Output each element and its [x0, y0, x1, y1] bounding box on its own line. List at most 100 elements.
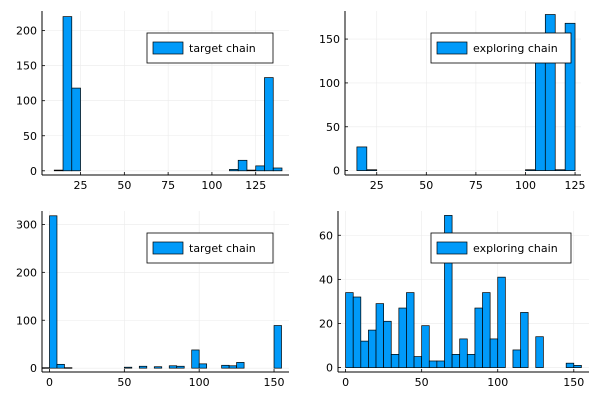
- histogram-bar: [413, 356, 423, 368]
- histogram-bar: [255, 165, 265, 172]
- histogram-bar: [49, 215, 58, 369]
- panel-target-chain-top: 25 50 75 100 125 0 50 100 150 200 target chain: [16, 11, 289, 192]
- histogram-bar: [444, 215, 453, 368]
- y-tick-label: 200: [16, 25, 37, 38]
- histogram-bar: [366, 169, 378, 171]
- histogram-bar: [436, 360, 445, 368]
- y-tick-label: 150: [319, 33, 340, 46]
- histogram-bar: [53, 169, 64, 172]
- legend-box: [430, 232, 572, 264]
- x-tick-label: 0: [342, 376, 349, 389]
- legend-label: target chain: [189, 242, 256, 255]
- histogram-bar: [565, 362, 575, 368]
- panel-target-chain-bottom: 0 50 100 150 0 100 200 300 target chain: [16, 211, 289, 389]
- x-tick-label: 50: [419, 179, 433, 192]
- histogram-bar: [520, 312, 529, 368]
- legend: exploring chain: [430, 232, 572, 264]
- histogram-bar: [360, 340, 369, 368]
- histogram-bar: [512, 349, 521, 368]
- panel-exploring-chain-bottom: 0 50 100 150 0 20 40 60 exploring chain: [319, 211, 589, 389]
- histogram-bar: [406, 292, 415, 368]
- histogram-bar: [62, 16, 73, 172]
- histogram-bar: [168, 365, 178, 369]
- histogram-bar: [56, 363, 65, 369]
- histogram-bar: [228, 365, 237, 369]
- legend: target chain: [146, 32, 274, 64]
- x-tick-label: 125: [245, 179, 266, 192]
- y-tick-label: 100: [16, 314, 37, 327]
- legend-label: exploring chain: [473, 42, 558, 55]
- histogram-bar: [352, 296, 362, 368]
- legend: target chain: [146, 232, 274, 264]
- x-tick-label: 100: [189, 376, 210, 389]
- histogram-bar: [153, 366, 163, 369]
- x-tick-label: 50: [117, 376, 131, 389]
- histogram-bar: [375, 303, 384, 368]
- histogram-bar: [383, 320, 392, 368]
- y-tick-label: 100: [16, 95, 37, 108]
- histogram-bar: [345, 292, 354, 368]
- y-tick-label: 50: [326, 121, 340, 134]
- histogram-bar: [428, 360, 438, 368]
- legend-swatch: [152, 41, 184, 55]
- x-tick-label: 75: [161, 179, 175, 192]
- histogram-bar: [525, 169, 536, 171]
- x-tick-label: 0: [46, 376, 53, 389]
- x-tick-label: 150: [264, 376, 285, 389]
- x-tick-label: 100: [515, 179, 536, 192]
- x-tick-label: 25: [370, 179, 384, 192]
- histogram-bar: [123, 366, 133, 369]
- x-tick-label: 150: [563, 376, 584, 389]
- legend-swatch: [152, 241, 184, 255]
- legend-swatch: [436, 41, 468, 55]
- x-tick-label: 125: [565, 179, 586, 192]
- y-tick-label: 60: [319, 229, 333, 242]
- histogram-bar: [398, 307, 407, 368]
- x-tick-label: 50: [117, 179, 131, 192]
- legend-label: target chain: [189, 42, 256, 55]
- y-tick-label: 50: [23, 130, 37, 143]
- histogram-bar: [64, 367, 73, 369]
- histogram-bar: [191, 349, 200, 369]
- y-tick-label: 0: [326, 362, 333, 375]
- histogram-bar: [221, 364, 230, 369]
- histogram-bar: [564, 22, 576, 171]
- legend-swatch: [436, 241, 468, 255]
- y-tick-label: 200: [16, 266, 37, 279]
- histogram-bar: [138, 365, 148, 369]
- y-tick-label: 0: [30, 362, 37, 375]
- histogram-bar: [573, 365, 582, 368]
- legend-label: exploring chain: [473, 242, 558, 255]
- histogram-bar: [497, 276, 506, 368]
- histogram-bar: [459, 338, 468, 368]
- x-tick-label: 75: [469, 179, 483, 192]
- histogram-bar: [229, 169, 239, 172]
- y-tick-label: 40: [319, 273, 333, 286]
- x-tick-label: 50: [415, 376, 429, 389]
- histogram-bar: [264, 77, 274, 172]
- histogram-bar: [489, 338, 499, 368]
- histogram-bar: [390, 354, 400, 368]
- histogram-bar: [236, 362, 245, 369]
- x-tick-label: 100: [201, 179, 222, 192]
- histogram-bar: [246, 169, 257, 172]
- panel-exploring-chain-top: 25 50 75 100 125 0 50 100 150 exploring chain: [319, 11, 586, 192]
- histogram-bar: [368, 329, 377, 368]
- histogram-bar: [237, 159, 248, 172]
- histogram-bar: [273, 325, 282, 369]
- histogram-bar: [421, 325, 430, 368]
- histogram-bar: [535, 336, 544, 368]
- histogram-bar: [544, 14, 556, 171]
- histogram-bar: [474, 307, 483, 368]
- histogram-bar: [356, 146, 368, 171]
- y-tick-label: 300: [16, 218, 37, 231]
- histogram-bar: [71, 87, 81, 172]
- histogram-bar: [272, 167, 283, 172]
- y-tick-label: 0: [333, 165, 340, 178]
- x-tick-label: 25: [74, 179, 88, 192]
- legend: exploring chain: [430, 32, 572, 64]
- histogram-bar: [451, 354, 461, 368]
- y-tick-label: 20: [319, 317, 333, 330]
- x-tick-label: 100: [487, 376, 508, 389]
